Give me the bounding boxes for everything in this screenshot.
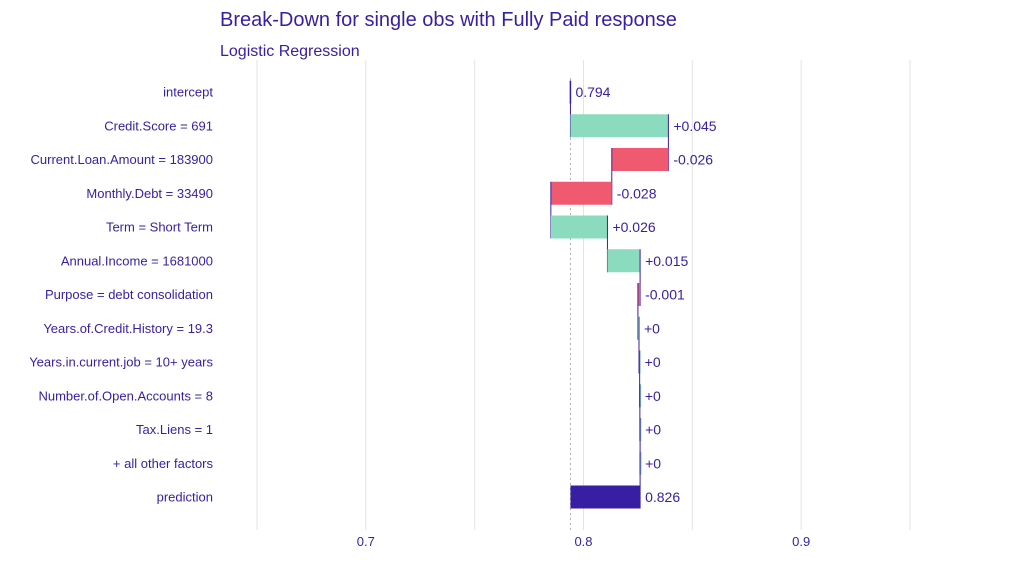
variable-label: Monthly.Debt = 33490: [86, 186, 213, 201]
value-label: 0.826: [645, 489, 680, 505]
chart-title: Break-Down for single obs with Fully Pai…: [220, 9, 677, 31]
positive-bar: [607, 249, 641, 273]
variable-labels: intercept Credit.Score = 691 Current.Loan.…: [29, 85, 213, 505]
value-label: +0: [645, 422, 661, 438]
variable-label: Current.Loan.Amount = 183900: [31, 152, 214, 167]
positive-bar: [639, 418, 642, 441]
value-labels: 0.794 +0.045 -0.026 -0.028 +0.026 +0.015 -0.00…: [575, 84, 716, 505]
value-label: +0: [645, 388, 661, 404]
variable-label: Credit.Score = 691: [104, 118, 213, 133]
variable-label: Term = Short Term: [106, 220, 213, 235]
x-axis-ticks: 0.7 0.8 0.9: [357, 534, 810, 549]
positive-bar: [570, 114, 669, 138]
variable-label: Years.in.current.job = 10+ years: [29, 355, 213, 370]
variable-label: intercept: [163, 85, 213, 100]
grid-lines: [256, 60, 911, 530]
variable-label: + all other factors: [113, 456, 214, 471]
value-label: -0.028: [617, 185, 657, 201]
positive-bar: [550, 215, 608, 239]
prediction-bar: [570, 485, 641, 509]
value-label: +0.015: [645, 253, 688, 269]
variable-label: Number.of.Open.Accounts = 8: [38, 388, 213, 403]
negative-bar: [550, 181, 612, 205]
negative-bar: [637, 283, 641, 306]
x-tick-label: 0.8: [574, 534, 592, 549]
value-label: -0.026: [673, 152, 713, 168]
value-label: 0.794: [575, 84, 610, 100]
variable-label: Annual.Income = 1681000: [61, 253, 213, 268]
value-label: +0.026: [612, 219, 655, 235]
positive-bar: [640, 451, 642, 475]
value-label: -0.001: [645, 287, 685, 303]
positive-bar: [639, 384, 642, 408]
value-label: +0: [645, 354, 661, 370]
variable-label: Tax.Liens = 1: [136, 422, 213, 437]
bars: [550, 80, 669, 509]
x-tick-label: 0.9: [792, 534, 810, 549]
value-label: +0: [645, 455, 661, 471]
value-label: +0.045: [673, 118, 716, 134]
negative-bar: [611, 148, 669, 171]
value-label: +0: [644, 320, 660, 336]
chart-subtitle: Logistic Regression: [220, 43, 360, 60]
variable-label: prediction: [157, 490, 213, 505]
x-tick-label: 0.7: [357, 534, 375, 549]
variable-label: Years.of.Credit.History = 19.3: [43, 321, 213, 336]
variable-label: Purpose = debt consolidation: [45, 287, 213, 302]
